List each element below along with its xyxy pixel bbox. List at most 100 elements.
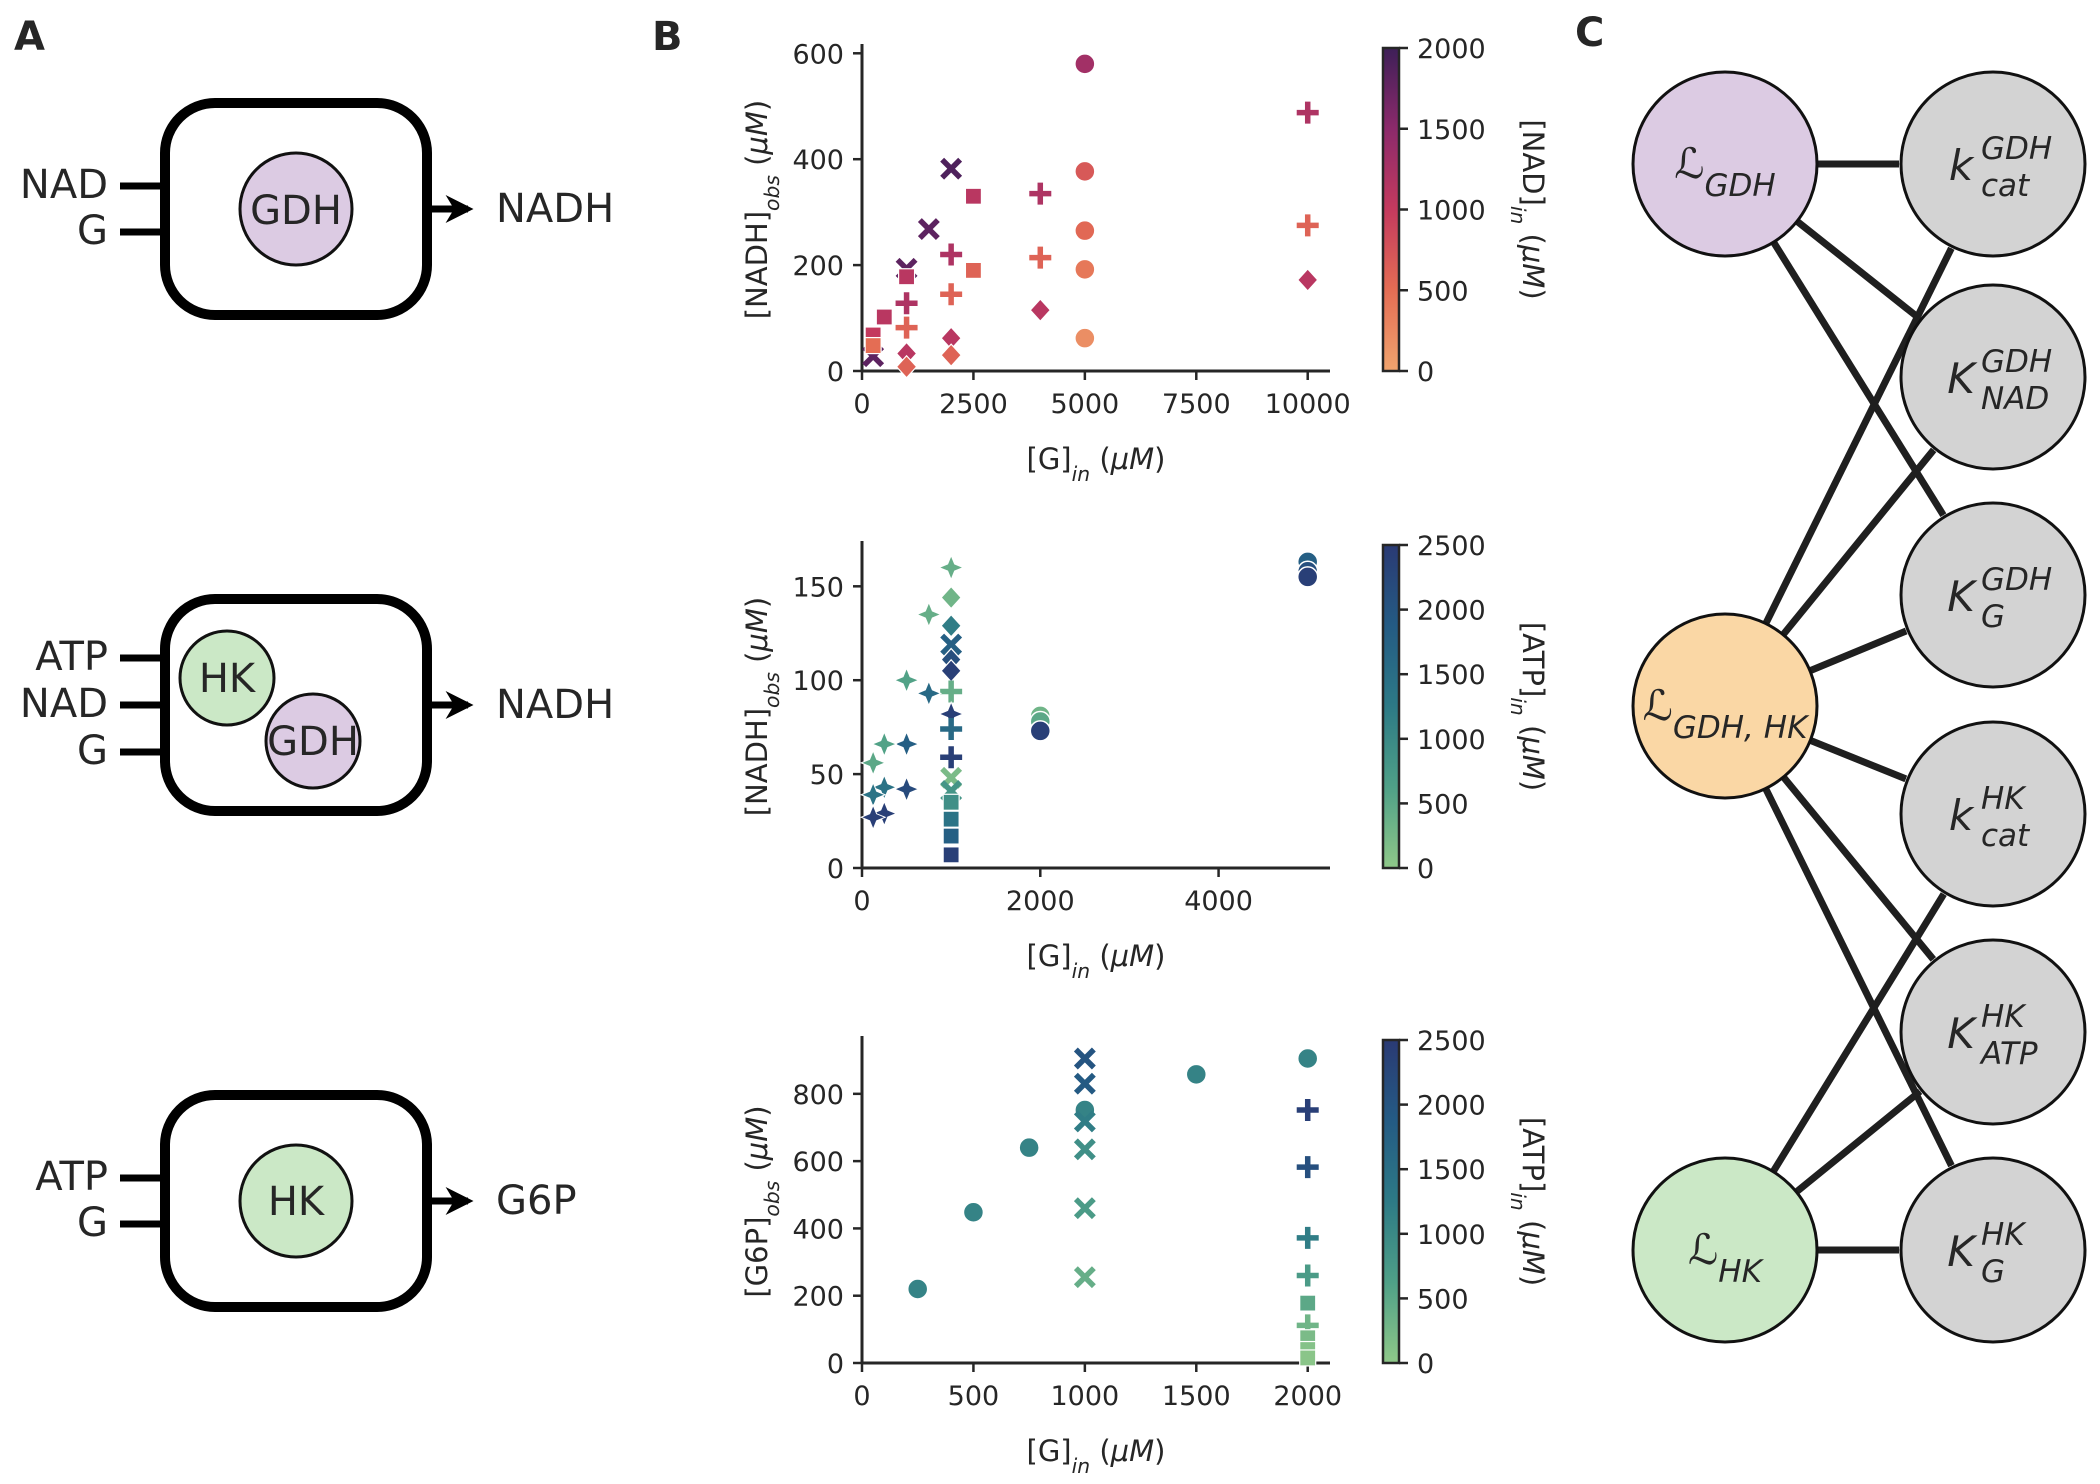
colorbar-tick-label: 0 [1417,357,1434,388]
x-tick-label: 1000 [1050,1381,1119,1412]
colorbar-tick-label: 1000 [1417,1220,1486,1251]
data-point [937,554,965,581]
data-point [895,292,918,315]
likelihood-node-gdh [1631,70,1819,258]
input-label: ATP [35,1154,108,1200]
y-tick-label: 600 [792,1147,844,1178]
colorbar-tick-label: 1500 [1417,660,1486,691]
data-point [895,316,918,339]
enzyme-hk [178,629,276,727]
schematic-gdh: NAD G NADH GDH [20,98,614,320]
data-point [962,1201,985,1224]
parameter-superscript: GDH [1981,344,2052,380]
colorbar-tick-label: 500 [1417,1284,1469,1315]
y-axis-label: [NADH]obs (μM) [740,597,784,817]
colorbar-tick-label: 0 [1417,854,1434,885]
input-label: G [77,728,108,774]
output-label: NADH [496,186,614,232]
y-axis-label: [NADH]obs (μM) [740,100,784,320]
y-axis-label: [G6P]obs (μM) [740,1105,784,1297]
data-point [940,243,963,266]
panel-label-a: A [14,14,45,60]
data-point [942,810,960,828]
data-point [1296,101,1319,124]
data-point [1296,1264,1319,1287]
output-label: NADH [496,682,614,728]
panel-label-c: C [1575,10,1604,56]
network-edge [1794,1088,1923,1195]
parameter-subscript: ATP [1979,1036,2038,1072]
data-point [895,354,918,379]
network-edge [1780,774,1937,962]
x-tick-label: 1500 [1162,1381,1231,1412]
data-point [1074,160,1096,183]
data-point [1029,720,1052,742]
x-tick-label: 2500 [939,389,1008,420]
y-tick-label: 0 [827,854,844,885]
input-label: G [77,208,108,254]
parameter-superscript: HK [1981,781,2027,817]
data-point [940,613,962,638]
data-point [1073,1138,1096,1161]
parameter-node [1899,70,2087,258]
data-point [1029,246,1052,269]
x-tick-label: 10000 [1265,389,1351,420]
enzyme-hk [238,1143,354,1259]
data-point [1296,1047,1319,1070]
input-label: NAD [20,681,108,727]
data-point [1074,327,1096,349]
x-tick-label: 2000 [1273,1381,1342,1412]
y-tick-label: 0 [827,357,844,388]
network-edge [1809,737,1908,783]
network-edge [1762,786,1955,1168]
data-point [1296,1156,1319,1179]
data-point [893,730,920,758]
y-tick-label: 0 [827,1349,844,1380]
data-point [1296,1098,1319,1121]
y-tick-label: 200 [792,1282,844,1313]
data-point [1029,298,1052,322]
colorbar-tick-label: 2000 [1417,1091,1486,1122]
data-point [1029,182,1052,205]
data-point [1296,214,1319,237]
likelihood-node-label: ℒGDH, HK [1643,681,1810,746]
x-axis-label: [G]in (μM) [1027,1434,1166,1478]
network-edge [1770,892,1947,1174]
schematic-hk: ATP G G6P HK [35,1090,577,1312]
colorbar-tick-label: 1500 [1417,1155,1486,1186]
data-point [864,336,882,355]
data-point [1299,1294,1317,1312]
colorbar-tick-label: 2000 [1417,596,1486,627]
data-point [940,283,963,306]
x-axis-label: [G]in (μM) [1027,939,1166,983]
colorbar-tick-label: 2500 [1417,531,1486,562]
data-point [1018,1136,1040,1159]
data-point [964,187,983,205]
input-label: G [77,1200,108,1246]
colorbar [1381,1038,1401,1365]
parameter-superscript: HK [1981,1217,2027,1253]
panel-a-schematics: NAD G NADH GDH ATP NAD G NADH HK GDH [20,98,614,1312]
parameter-subscript: G [1981,599,2005,635]
parameter-subscript: cat [1981,168,2031,204]
data-point [915,680,943,707]
colorbar [1381,46,1401,373]
enzyme-gdh [264,692,362,790]
parameter-node [1899,501,2087,689]
data-point [940,680,963,703]
likelihood-node-label: ℒGDH [1674,139,1775,204]
colorbar-tick-label: 0 [1417,1349,1434,1380]
likelihood-node-hk [1631,1156,1819,1344]
y-tick-label: 200 [792,251,844,282]
data-point [1074,219,1096,242]
data-point [893,666,920,694]
data-point [906,1278,929,1300]
data-point [942,846,960,864]
parameter-node [1899,938,2087,1126]
parameter-symbol: K [1947,354,1978,403]
data-point [1073,1072,1096,1095]
data-point [940,633,963,656]
x-tick-label: 0 [853,886,870,917]
